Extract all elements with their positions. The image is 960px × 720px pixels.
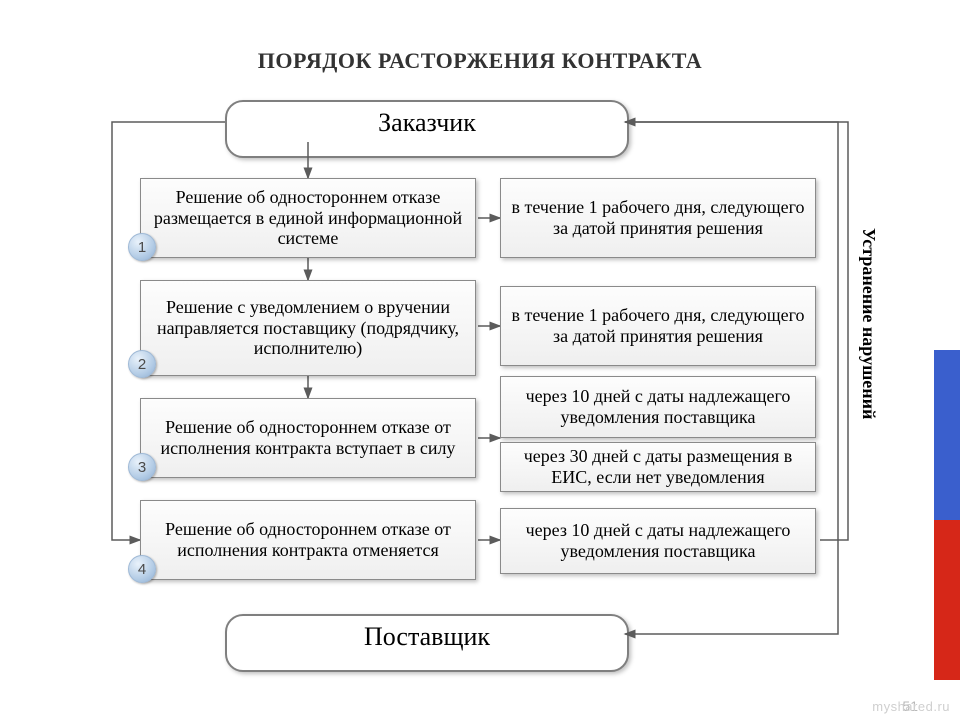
- step-box-4: Решение об одностороннем отказе от испол…: [140, 500, 476, 580]
- step-box-3: Решение об одностороннем отказе от испол…: [140, 398, 476, 478]
- flag-decor: [934, 180, 960, 680]
- info-box-4: через 30 дней с даты размещения в ЕИС, е…: [500, 442, 816, 492]
- info-box-5: через 10 дней с даты надлежащего уведомл…: [500, 508, 816, 574]
- info-box-3: через 10 дней с даты надлежащего уведомл…: [500, 376, 816, 438]
- step-box-2: Решение с уведомлением о вручении направ…: [140, 280, 476, 376]
- side-label: Устранение нарушений: [858, 228, 879, 419]
- flag-red: [934, 520, 960, 680]
- step-badge-3: 3: [128, 453, 156, 481]
- step-badge-4: 4: [128, 555, 156, 583]
- flag-white: [934, 180, 960, 350]
- step-box-1: Решение об одностороннем отказе размещае…: [140, 178, 476, 258]
- footer-box: Поставщик: [225, 614, 629, 672]
- step-badge-1: 1: [128, 233, 156, 261]
- step-badge-2: 2: [128, 350, 156, 378]
- info-box-2: в течение 1 рабочего дня, следующего за …: [500, 286, 816, 366]
- watermark: myshared.ru: [872, 699, 950, 714]
- page-title: ПОРЯДОК РАСТОРЖЕНИЯ КОНТРАКТА: [0, 48, 960, 74]
- info-box-1: в течение 1 рабочего дня, следующего за …: [500, 178, 816, 258]
- header-box: Заказчик: [225, 100, 629, 158]
- slide: { "page": {"title":"ПОРЯДОК РАСТОРЖЕНИЯ …: [0, 0, 960, 720]
- flag-blue: [934, 350, 960, 520]
